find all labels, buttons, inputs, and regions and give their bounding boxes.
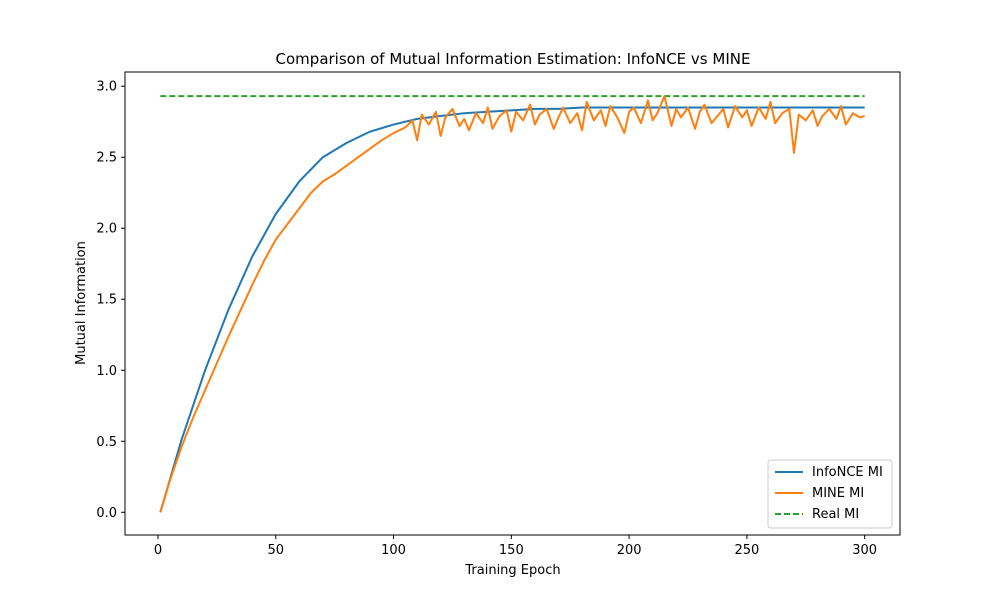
legend-label-mine: MINE MI — [812, 486, 864, 501]
x-tick-label: 150 — [499, 543, 524, 558]
y-tick-label: 1.5 — [96, 293, 117, 308]
y-axis-ticks: 0.0 0.5 1.0 1.5 2.0 2.5 3.0 — [96, 80, 125, 521]
y-tick-label: 1.0 — [96, 364, 117, 379]
chart-title: Comparison of Mutual Information Estimat… — [276, 50, 751, 68]
x-tick-label: 0 — [154, 543, 162, 558]
legend-label-real: Real MI — [812, 507, 859, 522]
y-axis-label: Mutual Information — [74, 241, 89, 365]
legend-label-infonce: InfoNCE MI — [812, 465, 883, 480]
x-axis-ticks: 0 50 100 150 200 250 300 — [154, 535, 877, 558]
x-tick-label: 100 — [381, 543, 406, 558]
y-tick-label: 0.0 — [96, 506, 117, 521]
axes-frame — [124, 71, 901, 536]
legend-box — [767, 459, 893, 529]
series-layer — [159, 95, 865, 513]
x-tick-label: 50 — [267, 543, 284, 558]
series-line-infonce — [159, 106, 865, 513]
x-tick-label: 250 — [734, 543, 759, 558]
y-tick-label: 2.5 — [96, 151, 117, 166]
y-tick-label: 3.0 — [96, 80, 117, 95]
legend: InfoNCE MI MINE MI Real MI — [767, 459, 893, 529]
y-tick-label: 2.0 — [96, 222, 117, 237]
series-line-mine — [159, 95, 865, 513]
x-tick-label: 200 — [617, 543, 642, 558]
y-tick-label: 0.5 — [96, 435, 117, 450]
x-axis-label: Training Epoch — [464, 563, 560, 578]
x-tick-label: 300 — [852, 543, 877, 558]
